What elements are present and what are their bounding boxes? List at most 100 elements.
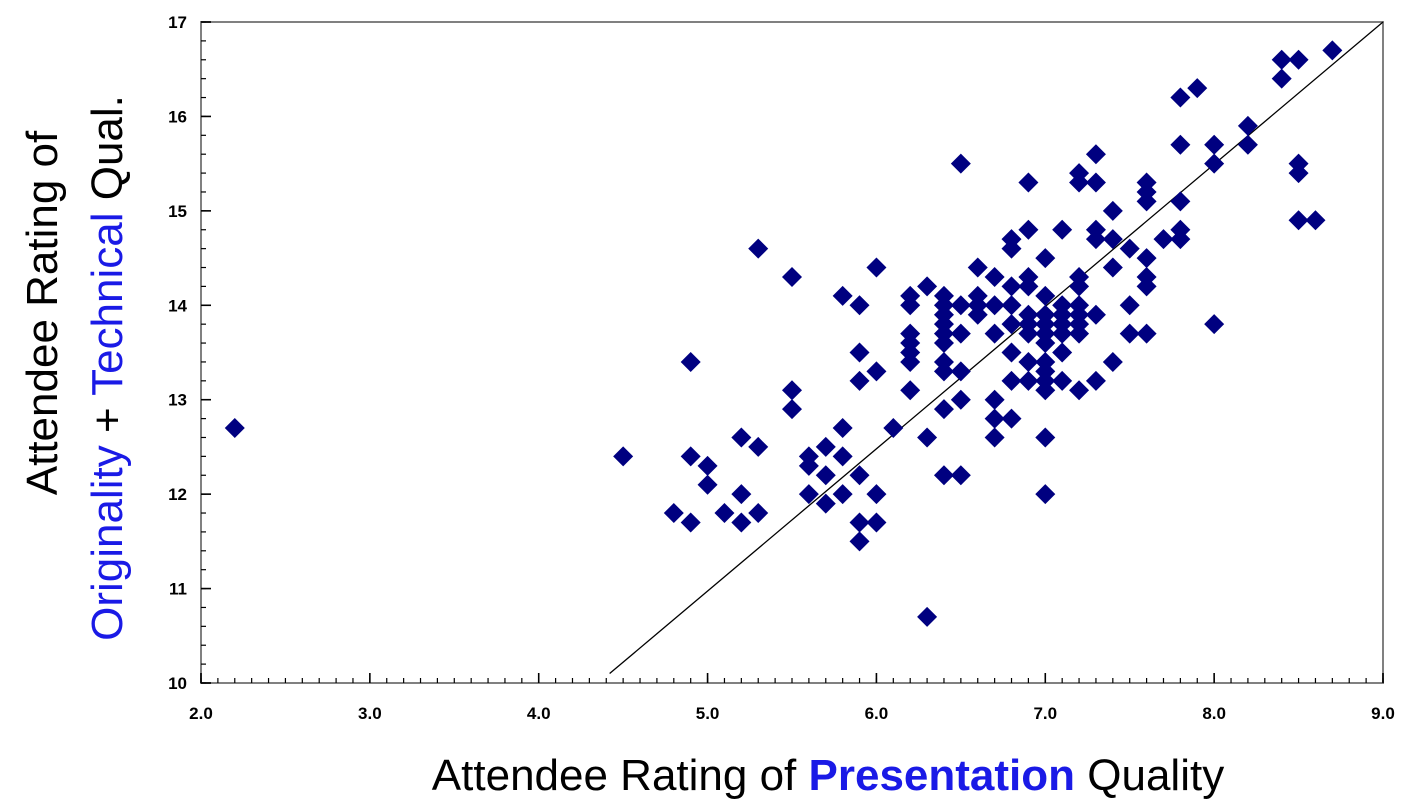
data-point — [815, 465, 836, 486]
data-point — [984, 389, 1005, 410]
data-point — [849, 512, 870, 533]
data-point — [917, 427, 938, 448]
data-point — [1035, 427, 1056, 448]
data-point — [697, 455, 718, 476]
data-point — [866, 361, 887, 382]
data-point — [917, 276, 938, 297]
data-point — [1052, 323, 1073, 344]
data-point — [900, 295, 921, 316]
data-point — [1187, 78, 1208, 99]
data-point — [1170, 229, 1191, 250]
data-point — [849, 370, 870, 391]
data-point — [782, 266, 802, 287]
data-point — [1271, 68, 1292, 89]
data-point — [1237, 134, 1258, 155]
plot-area — [200, 21, 1384, 684]
plot-frame — [200, 21, 1384, 684]
x-tick-label: 5.0 — [696, 704, 720, 723]
data-point — [748, 503, 769, 524]
reference-line — [609, 21, 1384, 675]
data-point — [1170, 134, 1191, 155]
data-point — [984, 323, 1005, 344]
x-tick-label: 2.0 — [189, 704, 213, 723]
data-point — [782, 399, 802, 420]
data-point — [1237, 115, 1258, 136]
data-point — [866, 484, 887, 505]
data-point — [849, 295, 870, 316]
data-point — [832, 418, 853, 439]
data-point — [866, 512, 887, 533]
data-point — [883, 418, 904, 439]
data-point — [1018, 370, 1039, 391]
data-point — [950, 153, 971, 174]
data-point — [224, 418, 245, 439]
data-point — [984, 408, 1005, 429]
data-point — [967, 304, 988, 325]
y-axis-title-line1: Attendee Rating of — [18, 130, 67, 495]
y-tick-labels: 10 11 12 13 14 15 16 17 — [168, 13, 187, 693]
y-tick-label: 15 — [168, 202, 187, 221]
data-point — [798, 455, 819, 476]
data-point — [731, 427, 752, 448]
y-axis-title-highlight2: Technical — [83, 212, 132, 395]
data-point — [1136, 248, 1157, 269]
x-tick-label: 4.0 — [527, 704, 551, 723]
data-point — [1035, 285, 1056, 306]
major-ticks — [200, 21, 1384, 684]
x-tick-label: 6.0 — [865, 704, 889, 723]
data-point — [1069, 276, 1090, 297]
data-point — [1119, 295, 1140, 316]
data-point — [1018, 219, 1039, 240]
data-point — [1204, 134, 1225, 155]
x-tick-labels: 2.0 3.0 4.0 5.0 6.0 7.0 8.0 9.0 — [189, 704, 1395, 723]
data-point — [1153, 229, 1174, 250]
data-point — [1052, 342, 1073, 363]
y-tick-label: 16 — [168, 107, 187, 126]
data-point — [1018, 172, 1039, 193]
data-point — [1001, 370, 1022, 391]
data-point — [1035, 484, 1056, 505]
y-axis-title-middle: + — [83, 396, 132, 445]
data-point — [714, 503, 735, 524]
x-axis-title-prefix: Attendee Rating of — [432, 751, 809, 800]
data-point — [849, 531, 870, 552]
data-point — [680, 351, 701, 372]
y-tick-label: 12 — [168, 485, 187, 504]
data-point — [1102, 200, 1123, 221]
y-tick-label: 14 — [168, 296, 187, 315]
data-point — [984, 295, 1005, 316]
data-point — [984, 266, 1005, 287]
data-point — [933, 465, 954, 486]
data-point — [1102, 257, 1123, 278]
data-point — [1001, 408, 1022, 429]
data-point — [1018, 323, 1039, 344]
data-point — [1288, 49, 1309, 70]
y-tick-label: 10 — [168, 674, 187, 693]
data-point — [900, 380, 921, 401]
data-point — [1069, 323, 1090, 344]
data-point — [1035, 333, 1056, 354]
x-axis-title-suffix: Quality — [1075, 751, 1224, 800]
data-point — [933, 361, 954, 382]
data-point — [917, 606, 938, 627]
data-point — [950, 323, 971, 344]
data-point — [967, 257, 988, 278]
data-point — [1136, 191, 1157, 212]
data-point — [1085, 144, 1106, 165]
y-axis-title-suffix: Qual. — [83, 95, 132, 212]
data-point — [950, 465, 971, 486]
data-point — [1170, 191, 1191, 212]
data-point — [1085, 229, 1106, 250]
data-point — [1052, 219, 1073, 240]
data-point — [1085, 370, 1106, 391]
data-point — [950, 361, 971, 382]
data-point — [613, 446, 634, 467]
y-tick-label: 13 — [168, 391, 187, 410]
data-point — [984, 427, 1005, 448]
data-point — [680, 446, 701, 467]
data-point — [849, 342, 870, 363]
minor-ticks — [200, 21, 1384, 684]
data-point — [849, 465, 870, 486]
x-axis-title-highlight: Presentation — [809, 751, 1076, 800]
